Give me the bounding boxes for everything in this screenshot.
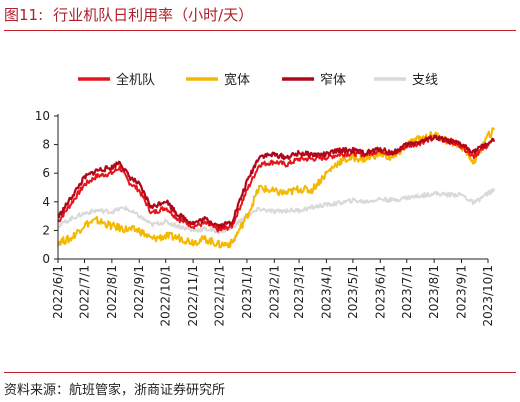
series-layer [57,127,496,249]
title-divider [4,30,516,31]
x-tick-label: 2023/3/1 [292,265,306,319]
x-tick-label: 2022/11/1 [186,265,200,327]
legend-label-2: 宽体 [224,72,250,88]
legend-label-4: 支线 [412,73,438,88]
x-tick-label: 2022/12/1 [213,265,227,327]
y-tick-label: 10 [35,109,50,123]
series-line-2 [57,127,496,249]
source-note: 资料来源：航班管家，浙商证券研究所 [4,383,226,398]
series-line-4 [57,188,496,235]
y-tick-label: 4 [42,195,50,209]
x-tick-label: 2023/4/1 [319,265,333,319]
legend-label-3: 窄体 [320,72,346,88]
figure-number: 图11: [4,6,44,24]
y-tick-label: 6 [42,166,50,180]
x-tick-label: 2023/1/1 [240,265,254,319]
x-tick-label: 2022/8/1 [105,265,119,319]
x-tick-label: 2023/2/1 [267,265,281,319]
figure-title-text: 行业机队日利用率（小时/天） [53,6,254,24]
x-tick-label: 2023/9/1 [455,265,469,319]
x-tick-label: 2022/9/1 [132,265,146,319]
source-divider [4,372,516,373]
legend-label-1: 全机队 [116,72,155,88]
x-tick-label: 2023/7/1 [400,265,414,319]
x-tick-label: 2022/6/1 [51,265,65,319]
figure-title: 图11: 行业机队日利用率（小时/天） [4,4,253,25]
series-line-1 [57,134,496,233]
x-tick-label: 2023/8/1 [427,265,441,319]
y-tick-label: 8 [42,138,50,152]
x-tick-label: 2023/6/1 [373,265,387,319]
x-tick-label: 2023/10/1 [481,265,495,327]
chart-axes: 0 2 4 6 8 10 2022/6/1 2022/7/1 2022/8/1 2022/9/1 2… [35,109,495,327]
x-tick-label: 2023/5/1 [346,265,360,319]
x-tick-label: 2022/10/1 [159,265,173,327]
x-tick-label: 2022/7/1 [78,265,92,319]
y-tick-label: 2 [42,223,50,237]
chart-legend: 全机队 宽体 窄体 支线 [78,72,438,88]
y-tick-label: 0 [42,252,50,266]
series-line-3 [57,134,495,230]
